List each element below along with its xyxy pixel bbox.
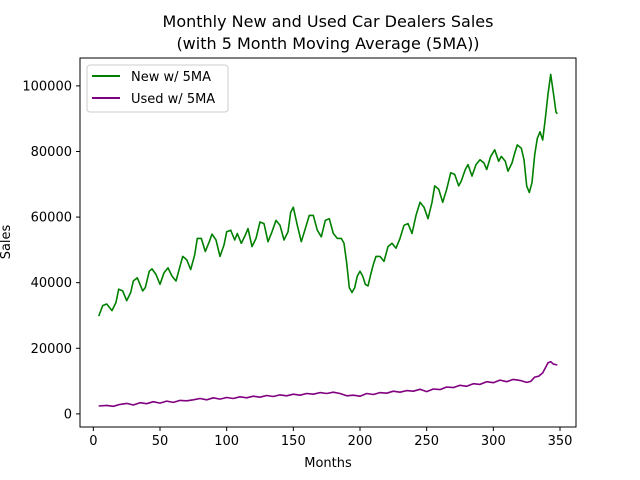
plot-area [97,73,558,408]
legend-box [86,64,229,113]
series-line-1 [98,360,558,408]
x-tick-label: 50 [152,434,169,449]
legend: New w/ 5MA Used w/ 5MA [86,64,229,113]
chart-title-line1: Monthly New and Used Car Dealers Sales [163,12,494,31]
x-axis-ticks: 0 50 100 150 200 250 300 350 [89,427,572,449]
y-tick-label: 0 [64,407,72,422]
y-axis-ticks: 0 20000 40000 60000 80000 100000 [22,79,80,422]
y-tick-label: 40000 [31,276,72,291]
x-tick-label: 200 [348,434,373,449]
x-tick-label: 300 [481,434,506,449]
axes-frame [79,57,577,428]
x-tick-label: 250 [414,434,439,449]
y-tick-label: 20000 [31,342,72,357]
x-tick-label: 100 [214,434,239,449]
y-tick-label: 80000 [31,145,72,160]
legend-label-new: New w/ 5MA [131,70,211,85]
legend-label-used: Used w/ 5MA [131,92,215,107]
y-axis-label: Sales [0,224,14,259]
y-tick-label: 60000 [31,211,72,226]
x-tick-label: 150 [281,434,306,449]
x-axis-label: Months [304,456,352,471]
series-line-0 [97,73,558,317]
y-tick-label: 100000 [22,79,72,94]
x-tick-label: 350 [548,434,573,449]
x-tick-label: 0 [89,434,97,449]
chart-title-line2: (with 5 Month Moving Average (5MA)) [176,34,479,53]
